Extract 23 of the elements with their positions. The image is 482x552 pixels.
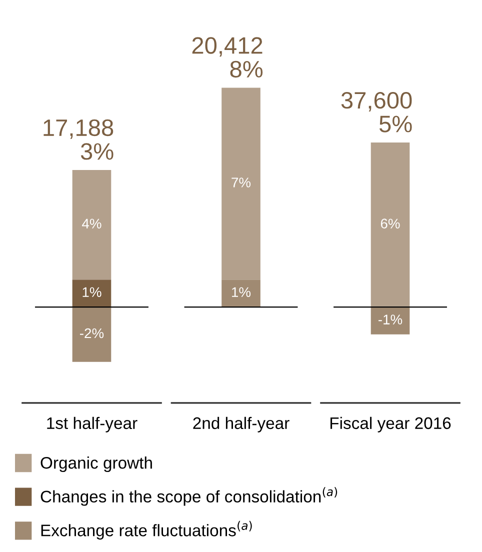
data-label: 7% [232, 178, 251, 188]
data-label: 1% [82, 287, 102, 297]
bar [72, 170, 112, 280]
data-label: -1% [378, 314, 402, 324]
legend-label: Organic growth [40, 456, 152, 472]
data-label: -2% [80, 328, 104, 338]
total-label: 20,412 8% [192, 37, 263, 78]
x-tick-label: 2nd half-year [193, 416, 290, 432]
total-label: 37,600 5% [341, 92, 412, 132]
legend-label: Exchange rate fluctuations$^{(a)}$ [41, 520, 252, 540]
total-label: 17,188 3% [44, 119, 114, 160]
x-tick-label: Fiscal year 2016 [330, 416, 451, 432]
bar [72, 307, 112, 362]
bar [370, 142, 410, 308]
x-tick-label: 1st half-year [47, 416, 138, 432]
bar [222, 88, 260, 280]
bar [72, 280, 112, 308]
data-label: 1% [232, 287, 251, 297]
bar [222, 280, 260, 308]
legend-label: Changes in the scope of consolidation$^{(a)}$ [40, 487, 338, 506]
bar [370, 307, 410, 334]
data-label: 6% [380, 218, 400, 229]
data-label: 4% [82, 218, 102, 228]
